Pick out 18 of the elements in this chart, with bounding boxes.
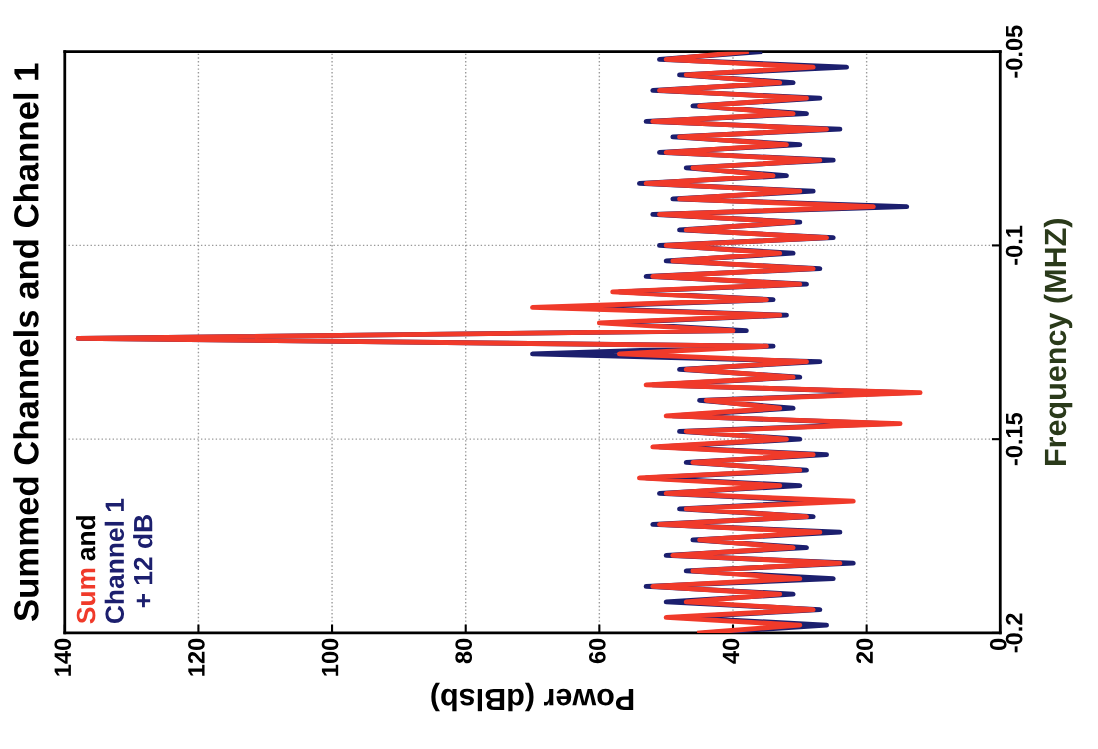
text: Channel 1 + 12 dB <box>104 498 153 624</box>
y-tick-label: -0.2 <box>1005 613 1023 653</box>
x-tick-label: 120 <box>188 638 205 676</box>
annotation: and <box>76 516 96 561</box>
x-tick-label: 0 <box>989 638 1007 650</box>
y-axis-title: Frequency (MHZ) <box>1043 219 1073 466</box>
x-tick-label: 60 <box>588 638 606 664</box>
x-tick-label: 80 <box>455 638 473 664</box>
x-tick-label: 140 <box>54 638 72 676</box>
x-tick-label: 40 <box>722 638 740 664</box>
text: Sum <box>76 568 96 624</box>
x-tick-label: 20 <box>856 638 873 664</box>
text: Summed Channels and Channel 1 <box>13 63 39 622</box>
y-tick-label: -0.1 <box>1005 225 1023 265</box>
x-axis-title: Power (dBlsb) <box>431 682 634 712</box>
y-tick-label: -0.15 <box>1005 412 1023 466</box>
y-tick-label: -0.05 <box>1005 25 1023 78</box>
x-tick-label: 100 <box>321 638 339 676</box>
